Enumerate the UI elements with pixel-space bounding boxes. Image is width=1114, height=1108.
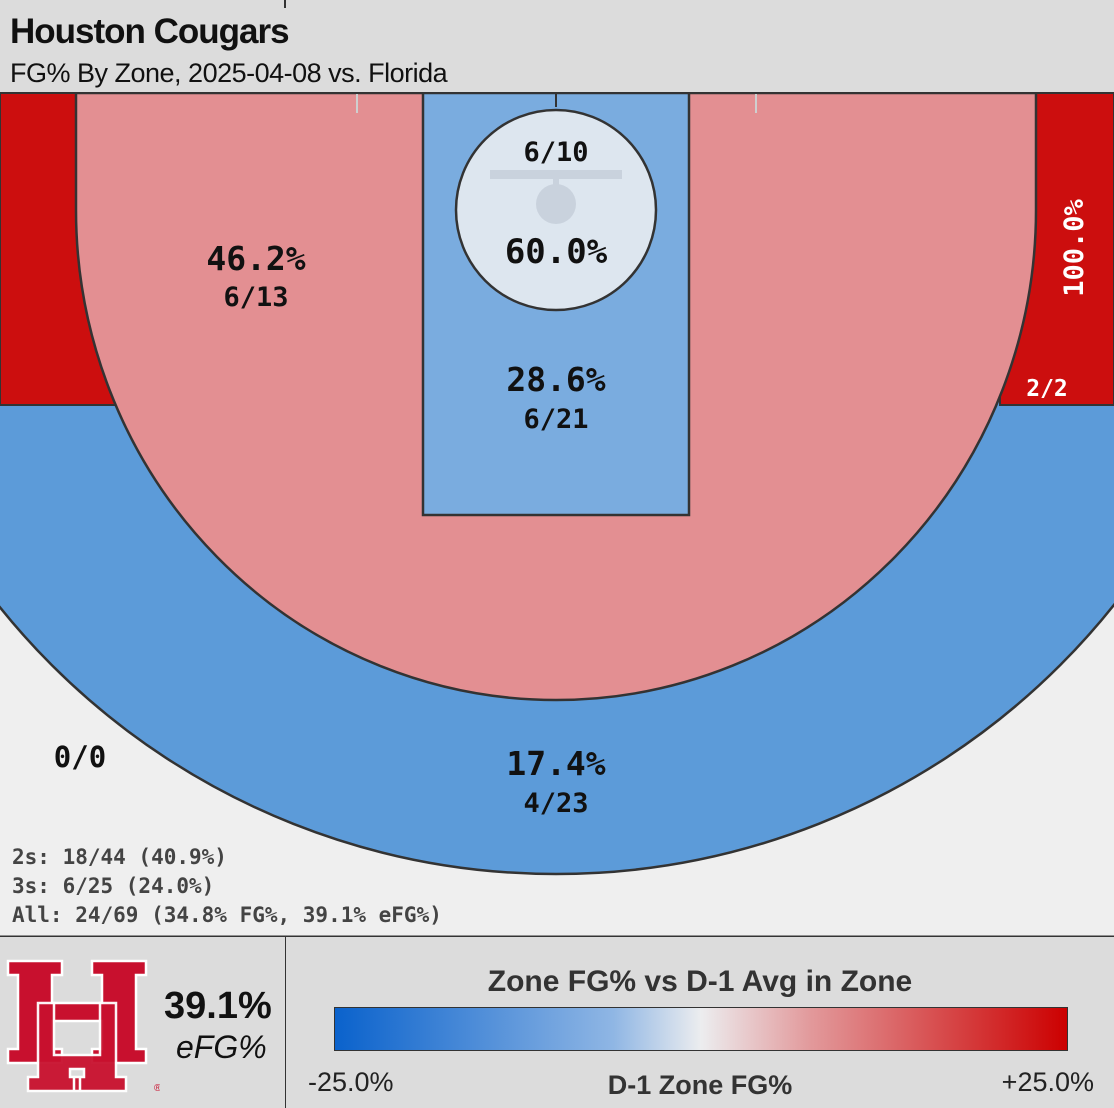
paint-frac-label: 6/21	[523, 404, 588, 435]
uh-logo: ®	[6, 959, 160, 1094]
legend-axis-label: D-1 Zone FG%	[607, 1070, 793, 1100]
page-subtitle: FG% By Zone, 2025-04-08 vs. Florida	[10, 58, 448, 88]
midrange-pct-label: 46.2%	[206, 239, 305, 278]
team-panel: ® 39.1% eFG%	[0, 937, 285, 1108]
hoop-rim	[536, 184, 576, 224]
three-frac-label: 4/23	[523, 788, 588, 819]
svg-text:®: ®	[154, 1083, 160, 1094]
header: Houston Cougars FG% By Zone, 2025-04-08 …	[0, 0, 1114, 93]
three-pct-label: 17.4%	[506, 744, 605, 783]
right-corner-pct-label: 100.0%	[1059, 198, 1090, 296]
right-corner-frac-label: 2/2	[1026, 376, 1068, 402]
left-corner-label: 0/0	[54, 740, 106, 774]
page-title: Houston Cougars	[10, 12, 290, 51]
rim-pct-label: 60.0%	[505, 232, 608, 272]
rim-frac-label: 6/10	[523, 137, 588, 168]
summary-twos: 2s: 18/44 (40.9%)	[12, 845, 227, 869]
team-efg-label: eFG%	[176, 1029, 267, 1065]
summary-all: All: 24/69 (34.8% FG%, 39.1% eFG%)	[12, 903, 442, 927]
summary-threes: 3s: 6/25 (24.0%)	[12, 874, 214, 898]
legend-panel: Zone FG% vs D-1 Avg in Zone -25.0% D-1 Z…	[286, 937, 1114, 1108]
paint-pct-label: 28.6%	[506, 360, 605, 399]
legend-color-bar	[334, 1007, 1068, 1051]
legend-min-label: -25.0%	[308, 1067, 394, 1097]
legend-title: Zone FG% vs D-1 Avg in Zone	[487, 965, 913, 998]
backboard	[490, 170, 622, 179]
legend-max-label: +25.0%	[1001, 1067, 1094, 1097]
midrange-frac-label: 6/13	[223, 282, 288, 313]
team-efg-value: 39.1%	[164, 985, 272, 1027]
